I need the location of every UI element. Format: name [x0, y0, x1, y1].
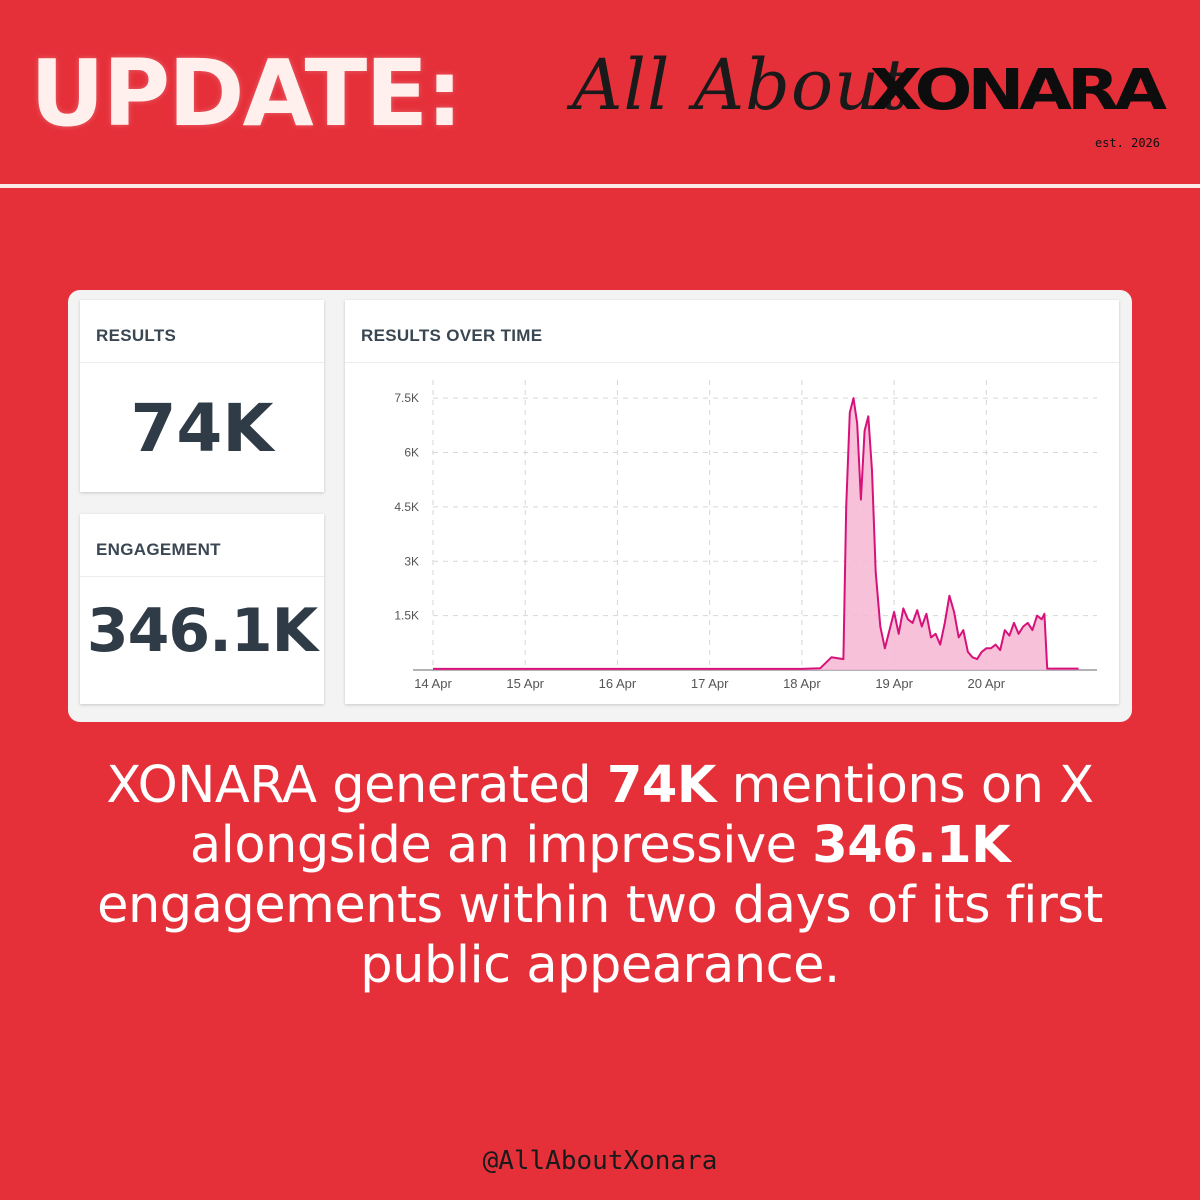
headline-update: UPDATE:	[30, 40, 463, 147]
y-tick-label-3: 6K	[404, 446, 419, 460]
x-tick-label-0: 14 Apr	[414, 676, 452, 691]
y-tick-label-4: 7.5K	[394, 391, 419, 405]
results-value: 74K	[130, 390, 274, 467]
results-label: RESULTS	[96, 326, 177, 345]
x-tick-label-2: 16 Apr	[599, 676, 637, 691]
engagement-separator	[80, 576, 324, 577]
analytics-panel: RESULTS 74K ENGAGEMENT 346.1K RESULTS OV…	[68, 290, 1132, 722]
series-area-fill	[433, 398, 1079, 670]
engagement-card: ENGAGEMENT 346.1K	[80, 514, 324, 704]
results-over-time-card: RESULTS OVER TIME 1.5K 3K 4.5K 6K 7.5K 14 Apr…	[345, 300, 1119, 704]
caption-part-2: mentions on X alongside an impressive	[189, 756, 1094, 875]
brand-logo-wordmark: XONARA	[869, 58, 1167, 123]
engagement-label: ENGAGEMENT	[96, 540, 221, 559]
caption-text: XONARA generated 74K mentions on X along…	[60, 756, 1140, 996]
x-tick-label-3: 17 Apr	[691, 676, 729, 691]
brand-script-text: All About	[572, 44, 910, 126]
x-tick-label-6: 20 Apr	[968, 676, 1006, 691]
chart-title-separator	[345, 362, 1119, 363]
results-card: RESULTS 74K	[80, 300, 324, 492]
brand-est-label: est. 2026	[1094, 136, 1160, 150]
x-tick-label-4: 18 Apr	[783, 676, 821, 691]
y-tick-label-1: 3K	[404, 554, 419, 568]
caption-bold-engagements: 346.1K	[812, 816, 1011, 875]
chart-title: RESULTS OVER TIME	[361, 326, 543, 345]
results-separator	[80, 362, 324, 363]
results-over-time-chart: 1.5K 3K 4.5K 6K 7.5K 14 Apr 15 Apr 16 Apr 17 Apr…	[394, 380, 1097, 691]
y-tick-label-0: 1.5K	[394, 609, 419, 623]
brand-logo: All About XONARA est. 2026	[572, 40, 1167, 150]
series-line	[433, 397, 1079, 670]
engagement-value: 346.1K	[86, 596, 318, 666]
header-divider	[0, 184, 1200, 188]
y-tick-label-2: 4.5K	[394, 500, 419, 514]
x-tick-label-1: 15 Apr	[506, 676, 544, 691]
caption-part-1: XONARA generated	[106, 756, 607, 815]
caption-part-3: engagements within two days of its first…	[97, 876, 1103, 995]
social-handle: @AllAboutXonara	[482, 1146, 718, 1176]
caption-bold-mentions: 74K	[606, 756, 717, 815]
x-tick-label-5: 19 Apr	[875, 676, 913, 691]
